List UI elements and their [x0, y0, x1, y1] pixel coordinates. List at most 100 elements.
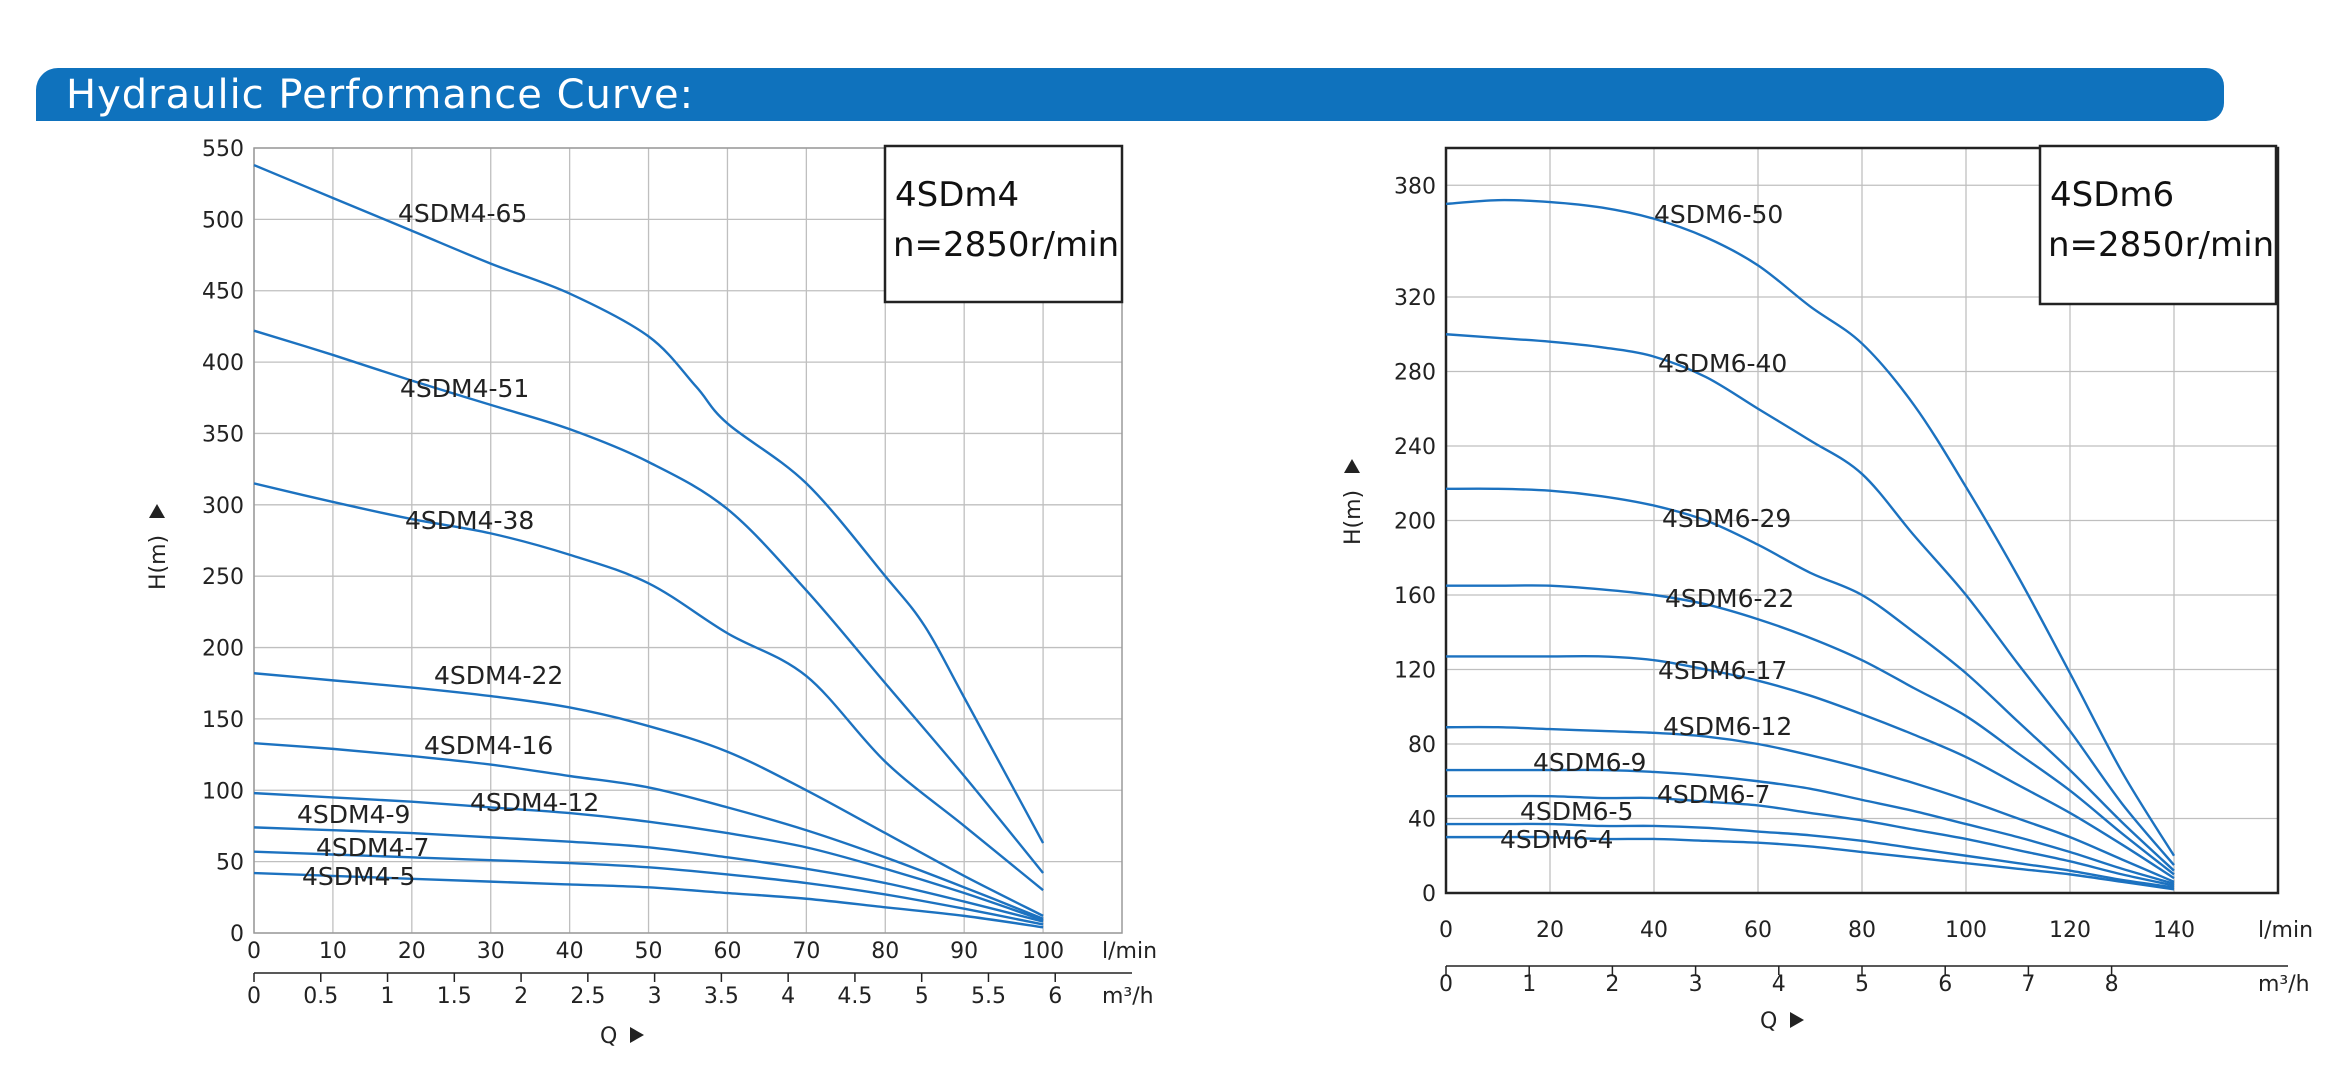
left-series-label-5: 4SDM4-12: [470, 788, 599, 817]
left-y-tick-label-9: 450: [202, 280, 244, 305]
right-y-arrow-icon: [1344, 459, 1360, 473]
right-y-tick-label-5: 200: [1394, 510, 1436, 535]
left-y-tick-label-3: 150: [202, 708, 244, 733]
left-x2-tick-label-6: 3: [648, 984, 662, 1009]
right-series-label-0: 4SDM6-50: [1654, 200, 1783, 229]
left-series-curve-2: [253, 482, 1044, 892]
left-x-tick-label-8: 80: [871, 939, 899, 964]
left-y-tick-label-5: 250: [202, 565, 244, 590]
left-y-tick-label-1: 50: [216, 851, 244, 876]
left-chart-title: 4SDm4: [895, 175, 1019, 215]
right-title-box: [2038, 144, 2278, 306]
right-y-tick-label-2: 80: [1408, 733, 1436, 758]
left-title-box: [883, 144, 1124, 304]
right-y-tick-label-8: 320: [1394, 286, 1436, 311]
right-x2-tick-label-5: 5: [1855, 972, 1869, 997]
left-series-curve-8: [253, 871, 1044, 929]
right-x2-tick-label-3: 3: [1689, 972, 1703, 997]
right-series-curve-1: [1445, 333, 2175, 866]
left-x-tick-label-10: 100: [1022, 939, 1064, 964]
right-y-tick-label-7: 280: [1394, 361, 1436, 386]
left-y-tick-label-6: 300: [202, 494, 244, 519]
left-series-curve-4: [253, 741, 1044, 920]
left-series-label-2: 4SDM4-38: [405, 506, 534, 535]
right-series-curve-4: [1446, 654, 2175, 880]
right-x2-tick-label-1: 1: [1522, 972, 1536, 997]
left-x2-tick-label-9: 4.5: [837, 984, 872, 1009]
left-x-tick-label-1: 10: [319, 939, 347, 964]
left-x2-unit-label: m³/h: [1102, 984, 1154, 1009]
right-y-tick-label-1: 40: [1408, 808, 1436, 833]
left-x-unit-label: l/min: [1102, 939, 1157, 964]
left-x2-tick-label-1: 0.5: [303, 984, 338, 1009]
right-series-label-4: 4SDM6-17: [1658, 656, 1787, 685]
left-x-tick-label-4: 40: [556, 939, 584, 964]
right-y-tick-label-4: 160: [1394, 584, 1436, 609]
left-series-label-3: 4SDM4-22: [434, 661, 563, 690]
left-x2-tick-label-0: 0: [247, 984, 261, 1009]
right-x-tick-label-6: 120: [2049, 918, 2091, 943]
right-x2-tick-label-2: 2: [1605, 972, 1619, 997]
left-series-label-0: 4SDM4-65: [398, 199, 527, 228]
left-series-label-7: 4SDM4-7: [316, 833, 429, 862]
left-x2-tick-label-11: 5.5: [971, 984, 1006, 1009]
left-y-tick-label-2: 100: [202, 779, 244, 804]
left-x-tick-label-0: 0: [247, 939, 261, 964]
right-series-curve-2: [1445, 487, 2175, 872]
right-series-label-7: 4SDM6-7: [1657, 780, 1770, 809]
right-x-tick-label-7: 140: [2153, 918, 2195, 943]
right-x-tick-label-3: 60: [1744, 918, 1772, 943]
right-series-label-9: 4SDM6-4: [1500, 825, 1613, 854]
right-series-curve-5: [1445, 725, 2175, 883]
left-x2-tick-label-5: 2.5: [570, 984, 605, 1009]
left-series-curve-1: [253, 329, 1045, 874]
right-x-tick-label-4: 80: [1848, 918, 1876, 943]
right-x2-unit-label: m³/h: [2258, 972, 2310, 997]
right-y-tick-label-6: 240: [1394, 435, 1436, 460]
right-x2-tick-label-0: 0: [1439, 972, 1453, 997]
left-series-label-8: 4SDM4-5: [302, 862, 415, 891]
right-series-label-3: 4SDM6-22: [1665, 584, 1794, 613]
right-y-tick-label-9: 380: [1394, 174, 1436, 199]
right-x-unit-label: l/min: [2258, 918, 2313, 943]
right-series-curve-6: [1445, 768, 2175, 885]
left-series-curve-5: [253, 791, 1044, 922]
left-y-tick-label-11: 550: [202, 137, 244, 162]
left-y-tick-label-4: 200: [202, 637, 244, 662]
right-x2-tick-label-6: 6: [1938, 972, 1952, 997]
left-y-tick-label-0: 0: [230, 922, 244, 947]
right-plot-frame: [1444, 146, 2280, 895]
left-plot-frame: [253, 147, 1123, 934]
right-series-label-1: 4SDM6-40: [1658, 349, 1787, 378]
right-series-label-6: 4SDM6-9: [1533, 748, 1646, 777]
right-x2-tick-label-8: 8: [2105, 972, 2119, 997]
left-series-curve-0: [253, 164, 1045, 844]
left-chart-subtitle: n=2850r/min: [893, 225, 1119, 265]
title-banner: Hydraulic Performance Curve:: [36, 68, 2224, 121]
left-y-tick-label-10: 500: [202, 208, 244, 233]
right-series-curve-3: [1446, 584, 2175, 876]
left-series-curve-3: [253, 672, 1044, 917]
left-x2-tick-label-12: 6: [1048, 984, 1062, 1009]
right-x-tick-label-5: 100: [1945, 918, 1987, 943]
left-x-tick-label-5: 50: [635, 939, 663, 964]
right-series-curve-0: [1445, 198, 2176, 857]
right-series-label-8: 4SDM6-5: [1520, 797, 1633, 826]
right-y-tick-label-3: 120: [1394, 659, 1436, 684]
left-x-tick-label-2: 20: [398, 939, 426, 964]
left-x-arrow-icon: [630, 1027, 644, 1043]
left-y-tick-label-8: 400: [202, 351, 244, 376]
right-x-tick-label-2: 40: [1640, 918, 1668, 943]
left-y-tick-label-7: 350: [202, 422, 244, 447]
right-series-label-2: 4SDM6-29: [1662, 504, 1791, 533]
right-x-tick-label-1: 20: [1536, 918, 1564, 943]
left-y-axis-label: H(m): [146, 535, 171, 590]
page-title: Hydraulic Performance Curve:: [66, 72, 695, 118]
left-x-tick-label-6: 60: [713, 939, 741, 964]
right-chart-title: 4SDm6: [2050, 175, 2174, 215]
right-series-curve-8: [1446, 822, 2175, 889]
left-x2-tick-label-3: 1.5: [437, 984, 472, 1009]
left-x-tick-label-9: 90: [950, 939, 978, 964]
left-x2-tick-label-4: 2: [514, 984, 528, 1009]
